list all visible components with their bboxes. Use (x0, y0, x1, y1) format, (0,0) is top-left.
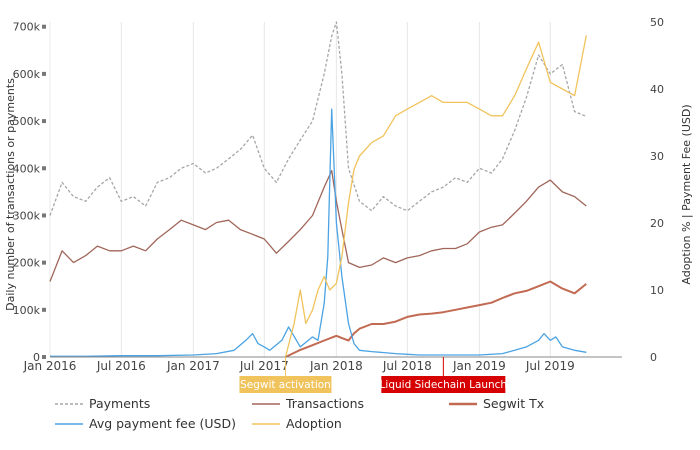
left-axis-title: Daily number of transactions or payments (4, 78, 17, 311)
axes: Jan 2016 Jul 2016 Jan 2017 Jul 2017 Jan 2018… (4, 16, 693, 373)
left-tick-mark (42, 260, 46, 265)
legend-label: Transactions (285, 396, 364, 411)
legend-label: Payments (89, 396, 150, 411)
left-tick-mark (42, 213, 46, 218)
series-lines (49, 21, 587, 358)
right-tick-label: 30 (650, 150, 664, 163)
annotation-label: Segwit activation (240, 379, 331, 391)
left-tick-label: 400k (13, 162, 41, 175)
left-tick-label: 700k (13, 21, 41, 34)
right-tick-label: 0 (650, 351, 657, 364)
annotation-box (381, 376, 506, 393)
x-tick-label: Jan 2018 (309, 359, 363, 373)
series-line-avg-payment-fee-usd (50, 108, 587, 357)
left-tick-label: 600k (13, 68, 41, 81)
left-tick-mark (42, 119, 46, 124)
annotation-box (239, 376, 332, 393)
legend-label: Avg payment fee (USD) (89, 416, 236, 431)
x-tick-label: Jan 2019 (452, 359, 506, 373)
left-tick-mark (42, 166, 46, 171)
right-tick-label: 20 (650, 217, 664, 230)
left-tick-label: 300k (13, 209, 41, 222)
right-tick-label: 50 (650, 16, 664, 29)
x-tick-label: Jul 2016 (96, 359, 146, 373)
legend-label: Segwit Tx (483, 396, 544, 411)
legend-label: Adoption (286, 416, 342, 431)
series-line-segwit-tx (285, 280, 587, 358)
x-tick-label: Jul 2018 (382, 359, 432, 373)
right-tick-label: 40 (650, 83, 664, 96)
x-tick-label: Jul 2017 (239, 359, 289, 373)
left-tick-mark (42, 24, 46, 29)
left-tick-mark (42, 355, 46, 359)
grid (49, 22, 551, 357)
right-tick-label: 10 (650, 284, 664, 297)
left-tick-label: 500k (13, 115, 41, 128)
left-tick-mark (42, 307, 46, 312)
series-line-payments (49, 21, 587, 216)
series-line-transactions (49, 169, 587, 282)
left-tick-label: 0 (33, 351, 40, 364)
x-tick-label: Jan 2016 (23, 359, 77, 373)
legend: Payments Transactions Segwit Tx Avg payment… (55, 396, 544, 431)
right-axis-title: Adoption % | Payment Fee (USD) (680, 104, 693, 284)
x-tick-label: Jan 2017 (166, 359, 220, 373)
annotations: Segwit activation Liquid Sidechain Launch (239, 357, 507, 393)
annotation-label: Liquid Sidechain Launch (380, 379, 508, 391)
x-tick-label: Jul 2019 (525, 359, 575, 373)
left-tick-label: 100k (13, 304, 41, 317)
left-tick-mark (42, 71, 46, 76)
left-tick-label: 200k (13, 257, 41, 270)
series-line-adoption (284, 35, 587, 358)
